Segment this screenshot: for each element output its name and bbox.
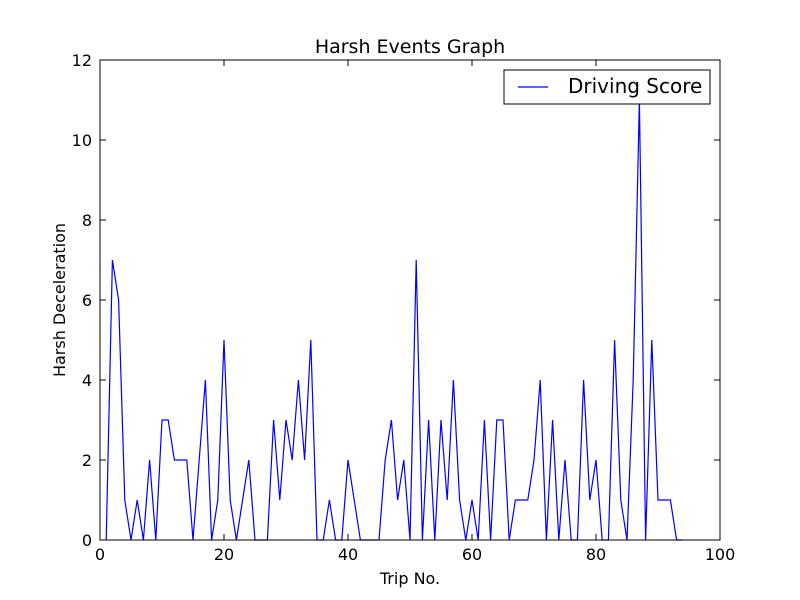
x-tick-label: 0 (95, 545, 105, 564)
y-tick-label: 2 (82, 451, 92, 470)
x-tick-label: 20 (214, 545, 234, 564)
y-tick-label: 10 (72, 131, 92, 150)
legend-label: Driving Score (568, 74, 702, 98)
y-tick-label: 6 (82, 291, 92, 310)
y-tick-label: 4 (82, 371, 92, 390)
x-tick-label: 60 (462, 545, 482, 564)
axis-ticks: 0 20 40 60 80 100 0 2 4 6 8 10 12 (72, 51, 736, 564)
x-tick-label: 100 (705, 545, 736, 564)
x-tick-label: 80 (586, 545, 606, 564)
y-axis-label: Harsh Deceleration (50, 223, 69, 377)
y-tick-label: 0 (82, 531, 92, 550)
series-layer (105, 99, 683, 541)
x-tick-label: 40 (338, 545, 358, 564)
chart-title: Harsh Events Graph (315, 36, 505, 58)
x-axis-label: Trip No. (379, 569, 440, 588)
plot-frame (99, 59, 721, 541)
y-tick-label: 12 (72, 51, 92, 70)
y-tick-label: 8 (82, 211, 92, 230)
series-line-driving-score (105, 99, 683, 541)
legend: Driving Score (503, 69, 711, 105)
